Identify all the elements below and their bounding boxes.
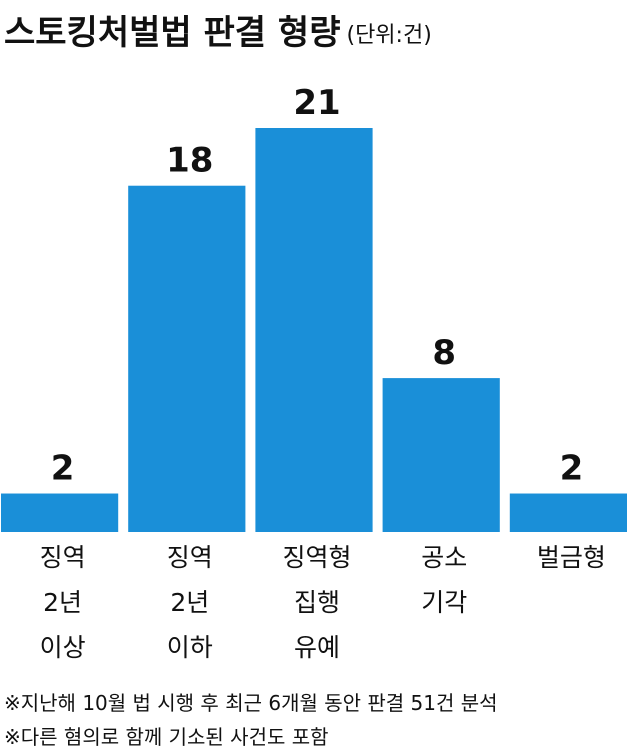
x-tick-label: 징역형 집행 유예 bbox=[282, 543, 351, 662]
value-label: 18 bbox=[166, 141, 213, 181]
note: ※지난해 10월 법 시행 후 최근 6개월 동안 판결 51건 분석 bbox=[4, 691, 498, 715]
bar bbox=[382, 378, 500, 532]
value-label: 8 bbox=[432, 333, 456, 373]
bar bbox=[0, 493, 119, 532]
x-tick-label: 징역 2년 이하 bbox=[167, 543, 213, 662]
bar bbox=[255, 128, 373, 532]
bar bbox=[128, 185, 246, 532]
chart-title: 스토킹처벌법 판결 형량 bbox=[4, 13, 340, 53]
value-label: 2 bbox=[51, 449, 75, 489]
note: ※다른 혐의로 함께 기소된 사건도 포함 bbox=[4, 725, 329, 749]
chart-subtitle: (단위:건) bbox=[346, 23, 431, 48]
value-label: 21 bbox=[293, 83, 340, 123]
x-tick-label: 벌금형 bbox=[537, 543, 606, 572]
value-label: 2 bbox=[560, 449, 584, 489]
x-tick-label: 징역 2년 이상 bbox=[40, 543, 86, 662]
x-tick-label: 공소 기각 bbox=[421, 543, 467, 617]
bar bbox=[509, 493, 627, 532]
